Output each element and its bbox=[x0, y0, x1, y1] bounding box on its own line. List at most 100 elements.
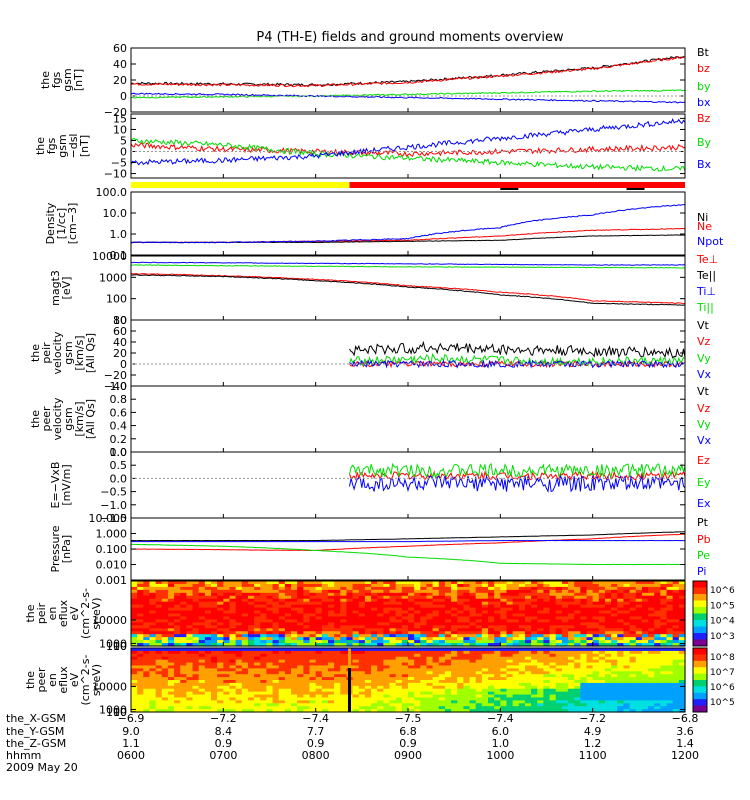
spectrogram-cell bbox=[475, 616, 483, 620]
spectrogram-cell bbox=[291, 659, 298, 664]
spectrogram-cell bbox=[481, 665, 489, 669]
spectrogram-cell bbox=[167, 648, 175, 652]
spectrogram-cell bbox=[512, 680, 520, 684]
spectrogram-cell bbox=[401, 668, 409, 672]
spectrogram-cell bbox=[358, 589, 366, 594]
spectrogram-cell bbox=[641, 586, 649, 591]
spectrogram-cell bbox=[506, 648, 514, 652]
spectrogram-cell bbox=[389, 598, 397, 603]
spectrogram-cell bbox=[161, 583, 169, 588]
spectrogram-cell bbox=[340, 677, 348, 681]
spectrogram-cell bbox=[555, 581, 563, 585]
spectrogram-cell bbox=[371, 671, 378, 675]
spectrogram-cell bbox=[469, 589, 477, 594]
spectrogram-cell bbox=[678, 671, 686, 675]
spectrogram-cell bbox=[291, 688, 298, 693]
spectrogram-cell bbox=[340, 589, 348, 594]
spectrogram-cell bbox=[555, 694, 563, 699]
spectrogram-cell bbox=[438, 665, 446, 669]
y-tick-label: 40 bbox=[113, 336, 127, 349]
spectrogram-cell bbox=[494, 586, 501, 591]
spectrogram-cell bbox=[561, 613, 569, 618]
spectrogram-cell bbox=[672, 659, 680, 664]
spectrogram-cell bbox=[475, 586, 483, 591]
spectrogram-cell bbox=[518, 640, 526, 644]
spectrogram-cell bbox=[617, 628, 625, 632]
spectrogram-cell bbox=[500, 601, 508, 606]
spectrogram-cell bbox=[648, 662, 655, 667]
spectrogram-cell bbox=[247, 640, 255, 644]
spectrogram-cell bbox=[500, 674, 508, 678]
spectrogram-cell bbox=[321, 619, 329, 623]
spectrogram-cell bbox=[524, 691, 532, 696]
spectrogram-cell bbox=[131, 650, 138, 655]
spectrogram-cell bbox=[204, 677, 212, 681]
spectrogram-cell bbox=[254, 625, 261, 629]
spectrogram-cell bbox=[155, 691, 163, 696]
spectrogram-cell bbox=[167, 634, 175, 638]
spectrogram-cell bbox=[235, 637, 243, 641]
spectrogram-cell bbox=[352, 706, 360, 710]
spectrogram-cell bbox=[475, 659, 483, 664]
spectrogram-cell bbox=[414, 674, 421, 678]
spectrogram-cell bbox=[574, 697, 581, 701]
spectrogram-cell bbox=[401, 685, 409, 690]
spectrogram-cell bbox=[408, 691, 415, 696]
spectrogram-cell bbox=[506, 622, 514, 626]
spectrogram-cell bbox=[666, 637, 674, 641]
spectrogram-cell bbox=[469, 709, 477, 713]
spectrogram-cell bbox=[648, 643, 655, 647]
spectrogram-cell bbox=[666, 653, 674, 658]
spectrogram-cell bbox=[254, 677, 261, 681]
spectrogram-cell bbox=[235, 668, 243, 672]
spectrogram-cell bbox=[586, 607, 594, 612]
spectrogram-cell bbox=[143, 674, 151, 678]
spectrogram-cell bbox=[278, 583, 286, 588]
spectrogram-cell bbox=[672, 607, 680, 612]
spectrogram-cell bbox=[303, 634, 311, 638]
spectrogram-cell bbox=[217, 680, 224, 684]
spectrogram-cell bbox=[617, 631, 625, 635]
spectrogram-cell bbox=[641, 589, 649, 594]
panel-frame bbox=[130, 47, 686, 113]
spectrogram-cell bbox=[291, 656, 298, 661]
spectrogram-cell bbox=[660, 680, 668, 684]
spectrogram-cell bbox=[678, 589, 686, 594]
spectrogram-cell bbox=[223, 628, 231, 632]
spectrogram-cell bbox=[260, 631, 268, 635]
spectrogram-cell bbox=[531, 653, 538, 658]
spectrogram-cell bbox=[568, 662, 575, 667]
spectrogram-cell bbox=[340, 643, 348, 647]
spectrogram-cell bbox=[678, 682, 686, 687]
spectrogram-cell bbox=[524, 616, 532, 620]
spectrogram-cell bbox=[518, 682, 526, 687]
spectrogram-cell bbox=[660, 610, 668, 615]
spectrogram-cell bbox=[358, 622, 366, 626]
spectrogram-cell bbox=[598, 601, 606, 606]
spectrogram-cell bbox=[469, 586, 477, 591]
spectrogram-cell bbox=[272, 581, 280, 585]
spectrogram-cell bbox=[617, 601, 625, 606]
spectrogram-cell bbox=[204, 613, 212, 618]
spectrogram-cell bbox=[592, 648, 600, 652]
spectrogram-cell bbox=[161, 674, 169, 678]
spectrogram-cell bbox=[592, 589, 600, 594]
spectrogram-cell bbox=[327, 706, 335, 710]
spectrogram-cell bbox=[531, 682, 538, 687]
spectrogram-cell bbox=[488, 613, 495, 618]
spectrogram-cell bbox=[383, 677, 391, 681]
spectrogram-cell bbox=[672, 601, 680, 606]
spectrogram-cell bbox=[561, 682, 569, 687]
spectrogram-cell bbox=[580, 662, 588, 667]
spectrogram-cell bbox=[617, 619, 625, 623]
spectrogram-cell bbox=[149, 650, 157, 655]
spectrogram-cell bbox=[383, 650, 391, 655]
spectrogram-cell bbox=[358, 604, 366, 609]
spectrogram-cell bbox=[666, 650, 674, 655]
spectrogram-cell bbox=[408, 598, 415, 603]
spectrogram-cell bbox=[247, 637, 255, 641]
spectrogram-cell bbox=[346, 625, 354, 629]
spectrogram-cell bbox=[297, 622, 304, 626]
spectrogram-cell bbox=[401, 616, 409, 620]
spectrogram-cell bbox=[432, 628, 440, 632]
